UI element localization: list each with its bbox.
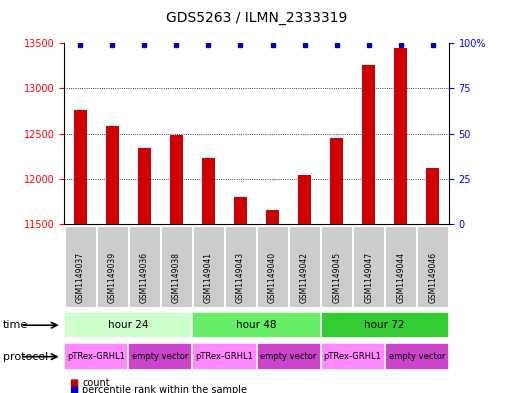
Text: ■: ■	[69, 378, 78, 388]
Text: hour 72: hour 72	[365, 320, 405, 330]
Text: GSM1149038: GSM1149038	[172, 252, 181, 303]
Bar	[257, 226, 288, 307]
Bar	[192, 343, 256, 370]
Text: pTRex-GRHL1: pTRex-GRHL1	[324, 352, 382, 361]
Bar	[362, 65, 375, 224]
Text: time: time	[3, 320, 28, 330]
Text: ■: ■	[69, 385, 78, 393]
Text: GSM1149044: GSM1149044	[396, 252, 405, 303]
Bar	[256, 343, 321, 370]
Text: GSM1149039: GSM1149039	[108, 252, 117, 303]
Bar	[138, 148, 151, 224]
Text: empty vector: empty vector	[389, 352, 445, 361]
Text: GSM1149040: GSM1149040	[268, 252, 277, 303]
Text: GDS5263 / ILMN_2333319: GDS5263 / ILMN_2333319	[166, 11, 347, 25]
Bar	[64, 312, 192, 338]
Bar	[106, 127, 119, 224]
Bar	[266, 210, 279, 224]
Bar	[426, 168, 439, 224]
Bar	[129, 226, 160, 307]
Text: GSM1149047: GSM1149047	[364, 252, 373, 303]
Bar	[97, 226, 128, 307]
Text: percentile rank within the sample: percentile rank within the sample	[82, 385, 247, 393]
Text: GSM1149045: GSM1149045	[332, 252, 341, 303]
Text: GSM1149046: GSM1149046	[428, 252, 438, 303]
Bar	[64, 343, 128, 370]
Bar	[418, 226, 448, 307]
Text: GSM1149041: GSM1149041	[204, 252, 213, 303]
Bar	[128, 343, 192, 370]
Bar	[321, 226, 352, 307]
Text: empty vector: empty vector	[132, 352, 188, 361]
Text: GSM1149043: GSM1149043	[236, 252, 245, 303]
Text: hour 24: hour 24	[108, 320, 148, 330]
Bar	[385, 343, 449, 370]
Bar	[161, 226, 192, 307]
Text: GSM1149036: GSM1149036	[140, 252, 149, 303]
Text: hour 48: hour 48	[236, 320, 277, 330]
Bar	[353, 226, 384, 307]
Bar	[289, 226, 320, 307]
Text: GSM1149037: GSM1149037	[75, 252, 85, 303]
Bar	[321, 343, 385, 370]
Bar	[225, 226, 256, 307]
Text: pTRex-GRHL1: pTRex-GRHL1	[195, 352, 253, 361]
Bar	[298, 175, 311, 224]
Bar	[385, 226, 416, 307]
Text: protocol: protocol	[3, 352, 48, 362]
Text: empty vector: empty vector	[261, 352, 317, 361]
Bar	[170, 136, 183, 224]
Bar	[330, 138, 343, 224]
Bar	[192, 312, 321, 338]
Text: pTRex-GRHL1: pTRex-GRHL1	[67, 352, 125, 361]
Bar	[394, 48, 407, 224]
Text: count: count	[82, 378, 110, 388]
Bar	[202, 158, 215, 224]
Bar	[74, 110, 87, 224]
Bar	[321, 312, 449, 338]
Bar	[193, 226, 224, 307]
Bar	[65, 226, 95, 307]
Bar	[234, 197, 247, 224]
Text: GSM1149042: GSM1149042	[300, 252, 309, 303]
